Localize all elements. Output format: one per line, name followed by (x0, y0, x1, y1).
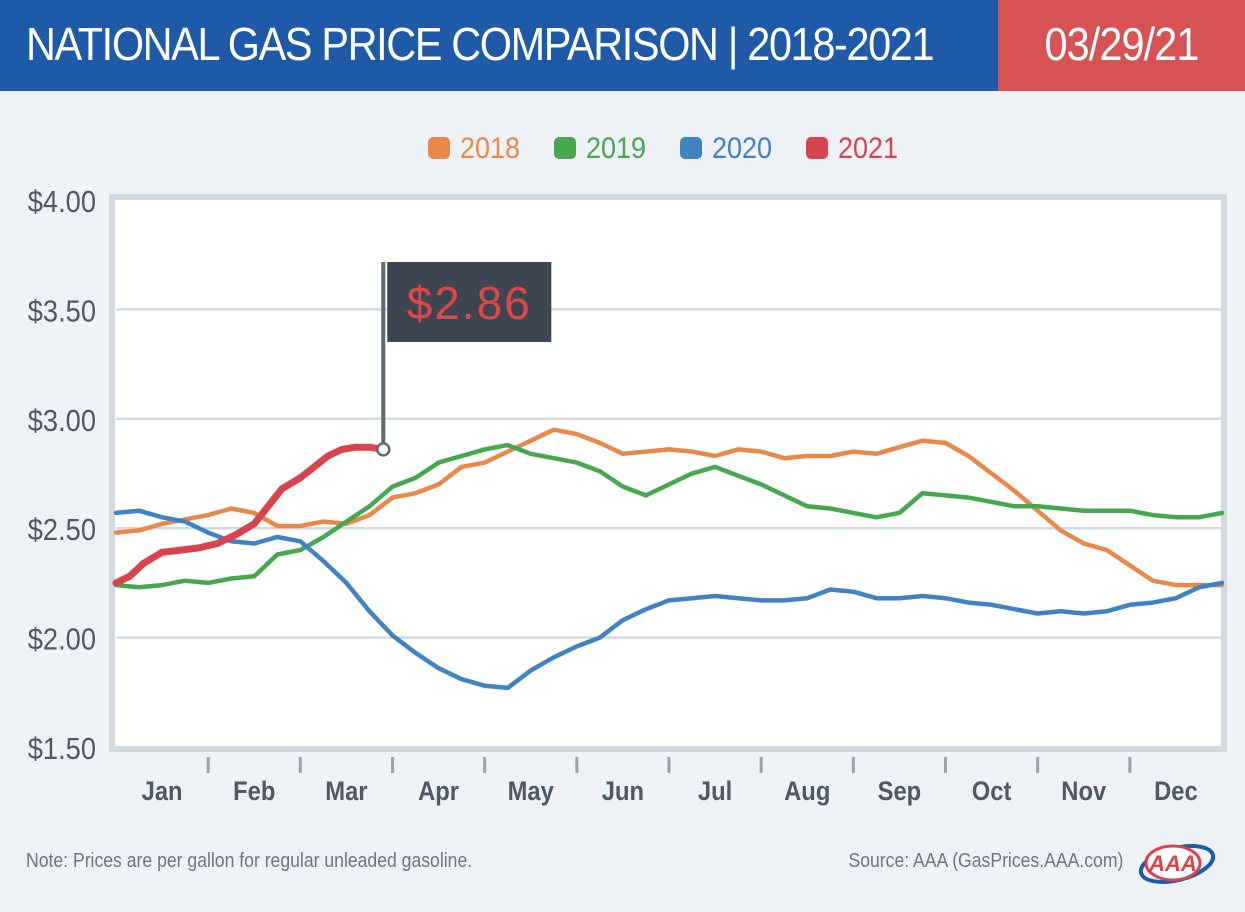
legend-label-2020: 2020 (712, 132, 772, 166)
x-tick-label-oct: Oct (972, 777, 1012, 807)
legend-swatch-2018 (428, 137, 450, 159)
y-tick-label: $3.00 (28, 404, 96, 438)
y-tick-label: $2.50 (28, 514, 96, 548)
y-tick-label: $3.50 (28, 295, 96, 329)
x-tick-label-nov: Nov (1061, 777, 1107, 807)
page-title: NATIONAL GAS PRICE COMPARISON | 2018-202… (26, 18, 934, 70)
legend-label-2019: 2019 (586, 132, 646, 166)
legend-swatch-2020 (680, 137, 702, 159)
x-tick-label-jul: Jul (698, 777, 732, 807)
x-tick-label-mar: Mar (325, 777, 367, 807)
date-banner: 03/29/21 (998, 0, 1245, 91)
legend-label-2021: 2021 (838, 132, 898, 166)
series-line-2018 (113, 427, 1225, 588)
y-tick-label: $2.00 (28, 623, 96, 657)
source-label: Source: AAA (GasPrices.AAA.com) (848, 850, 1123, 872)
y-tick-label: $1.50 (28, 732, 96, 766)
x-tick-label-aug: Aug (784, 777, 830, 807)
footnote: Note: Prices are per gallon for regular … (26, 850, 473, 872)
series-line-2021 (112, 443, 387, 587)
title-banner: NATIONAL GAS PRICE COMPARISON | 2018-202… (0, 0, 998, 91)
date-label: 03/29/21 (1044, 18, 1200, 70)
legend-label-2018: 2018 (460, 132, 520, 166)
x-tick-label-feb: Feb (233, 777, 275, 807)
y-tick-label: $4.00 (28, 185, 96, 219)
x-tick-label-jun: Jun (602, 777, 644, 807)
x-tick-label-dec: Dec (1154, 777, 1198, 807)
x-tick-label-may: May (508, 777, 554, 807)
series-lines (112, 427, 1225, 691)
legend-swatch-2021 (806, 137, 828, 159)
logo-text: AAA (1148, 851, 1197, 876)
series-line-2019 (113, 442, 1225, 590)
x-axis: Jan Feb Mar Apr May Jun Jul Aug Sep Oct Nov Dec (142, 757, 1198, 806)
series-line-2020 (113, 508, 1225, 691)
y-axis: $1.50 $2.00 $2.50 $3.00 $3.50 $4.00 (28, 185, 96, 766)
x-tick-label-jan: Jan (142, 777, 183, 807)
chart-legend: 2018 2019 2020 2021 (428, 132, 898, 166)
callout-label: $2.86 (407, 277, 532, 329)
x-tick-label-sep: Sep (878, 777, 922, 807)
plot-frame (109, 194, 1227, 752)
callout-point (376, 442, 391, 457)
legend-swatch-2019 (554, 137, 576, 159)
callout-box (387, 262, 552, 342)
x-tick-label-apr: Apr (418, 777, 459, 807)
price-callout: $2.86 (376, 262, 552, 457)
aaa-logo-icon: AAA (1138, 844, 1216, 884)
